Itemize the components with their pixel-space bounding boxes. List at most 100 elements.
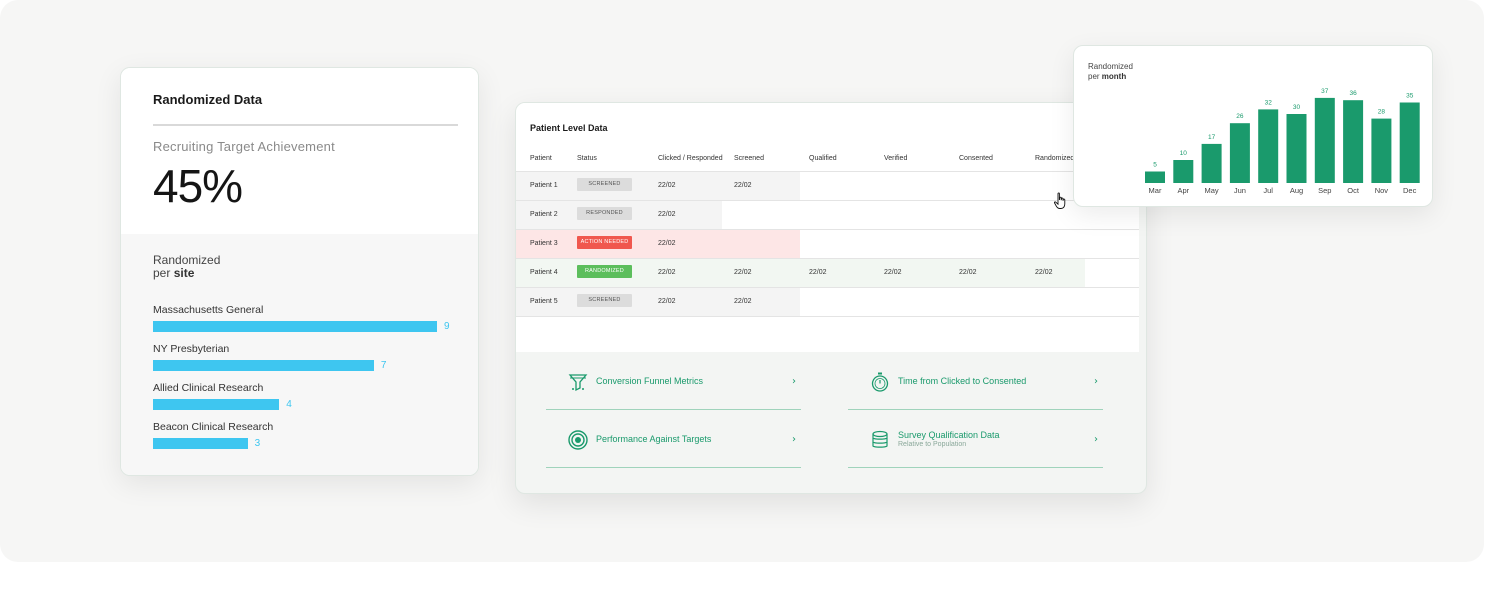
table-row[interactable]: Patient 4 RANDOMIZED 22/02 22/02 22/02 22/02 2… [516,258,1139,287]
column-header[interactable]: Verified [884,155,908,162]
link-label: Survey Qualification Data [898,429,1000,440]
date-cell: 22/02 [884,269,902,276]
month-tick-label: Apr [1177,186,1189,195]
date-cell: 22/02 [734,182,752,189]
chevron-right-icon: › [1094,434,1098,445]
link-sublabel: Relative to Population [898,440,967,448]
month-bar [1286,114,1307,183]
report-links: Conversion Funnel Metrics › Time from Clic… [516,352,1146,493]
per-month-label: Randomized [1088,62,1133,71]
month-bar [1145,171,1165,183]
table-row[interactable]: Patient 5 SCREENED 22/02 22/02 [516,287,1139,316]
date-cell: 22/02 [734,298,752,305]
status-badge: RESPONDED [577,207,632,220]
date-cell: 22/02 [959,269,977,276]
per-month-title: Randomized per month [1088,62,1133,82]
per-site-label: Randomized [153,253,221,267]
date-cell: 22/02 [1035,269,1053,276]
month-tick-label: Sep [1318,186,1331,195]
month-bar [1399,102,1420,183]
month-tick-label: Aug [1290,186,1303,195]
month-tick-label: Jun [1234,186,1246,195]
table-row[interactable]: Patient 3 ACTION NEEDED 22/02 [516,229,1139,258]
column-header[interactable]: Randomized [1035,155,1075,162]
per-word: per [1088,72,1100,81]
link-label: Performance Against Targets [596,433,712,444]
target-icon [568,430,588,450]
per-word: per [153,266,171,280]
patient-level-data-card: Patient Level Data Patient Status Clicked … [515,102,1147,494]
month-bar [1201,143,1222,183]
patient-name: Patient 5 [530,298,558,305]
date-cell: 22/02 [658,269,676,276]
site-value: 7 [380,359,387,371]
site-bar [153,437,248,449]
column-header[interactable]: Qualified [809,155,837,162]
patient-name: Patient 3 [530,240,558,247]
status-badge: SCREENED [577,294,632,307]
site-value: 9 [444,320,450,332]
date-cell: 22/02 [658,182,676,189]
table-title: Patient Level Data [530,123,608,133]
chevron-right-icon: › [792,434,796,445]
site-row: Beacon Clinical Research 3 [153,421,456,460]
month-tick-label: Nov [1375,186,1389,195]
status-badge: ACTION NEEDED [577,236,632,249]
bar-value-label: 5 [1153,162,1157,169]
site-name: Massachusetts General [153,304,264,316]
month-bar [1371,118,1392,183]
report-link[interactable]: Conversion Funnel Metrics › [546,352,801,410]
month-bar [1314,97,1335,183]
month-bar [1229,123,1250,183]
month-tick-label: Mar [1149,186,1162,195]
patient-table-panel: Patient Level Data Patient Status Clicked … [516,103,1139,352]
patient-name: Patient 4 [530,269,558,276]
column-header[interactable]: Screened [734,155,764,162]
chevron-right-icon: › [1094,376,1098,387]
table-row[interactable]: Patient 1 SCREENED 22/02 22/02 [516,171,1139,200]
report-link[interactable]: Performance Against Targets › [546,410,801,468]
report-link[interactable]: Survey Qualification Data Relative to Pop… [848,410,1103,468]
card-title: Randomized Data [153,92,263,107]
month-tick-label: Jul [1263,186,1273,195]
patient-name: Patient 2 [530,211,558,218]
column-header[interactable]: Consented [959,155,993,162]
date-cell: 22/02 [658,240,676,247]
randomized-per-month-card: Randomized per month 5 Mar 10 Apr 17 May 26 Jun… [1073,45,1433,207]
monthly-bar-chart: 5 Mar 10 Apr 17 May 26 Jun 32 Jul 30 Aug 37 Sep 36 Oct 2… [1145,88,1420,195]
date-cell: 22/02 [658,298,676,305]
funnel-icon [568,374,588,392]
achievement-value: 45% [153,160,243,212]
status-badge: RANDOMIZED [577,265,632,278]
site-bar-list: Massachusetts General 9 NY Presbyterian 7 Al… [153,304,456,460]
site-name: Allied Clinical Research [153,382,264,394]
link-label: Conversion Funnel Metrics [596,375,704,386]
month-tick-label: Oct [1347,186,1360,195]
table-row[interactable]: Patient 2 RESPONDED 22/02 [516,200,1139,229]
divider [153,124,458,126]
bar-value-label: 35 [1406,93,1414,100]
site-bar [153,398,280,410]
status-badge: SCREENED [577,178,632,191]
column-header[interactable]: Status [577,155,597,162]
column-header[interactable]: Patient [530,155,552,162]
site-row: Allied Clinical Research 4 [153,382,456,421]
site-row: NY Presbyterian 7 [153,343,456,382]
report-link[interactable]: Time from Clicked to Consented › [848,352,1103,410]
bar-value-label: 36 [1349,90,1357,97]
site-value: 4 [286,398,292,410]
column-header[interactable]: Clicked / Responded [658,155,723,162]
date-cell: 22/02 [809,269,827,276]
month-bar [1343,100,1364,183]
month-bar [1173,160,1194,183]
site-row: Massachusetts General 9 [153,304,456,343]
per-month-bold: month [1101,72,1127,81]
table-end-line [516,316,1139,317]
per-site-section: Randomized per site Massachusetts Genera… [121,234,478,475]
background-stage: Randomized Data Recruiting Target Achiev… [120,45,1433,494]
date-cell: 22/02 [658,211,676,218]
site-bar [153,320,437,332]
database-icon [872,430,888,448]
site-name: Beacon Clinical Research [153,421,274,433]
bar-value-label: 10 [1180,150,1188,157]
